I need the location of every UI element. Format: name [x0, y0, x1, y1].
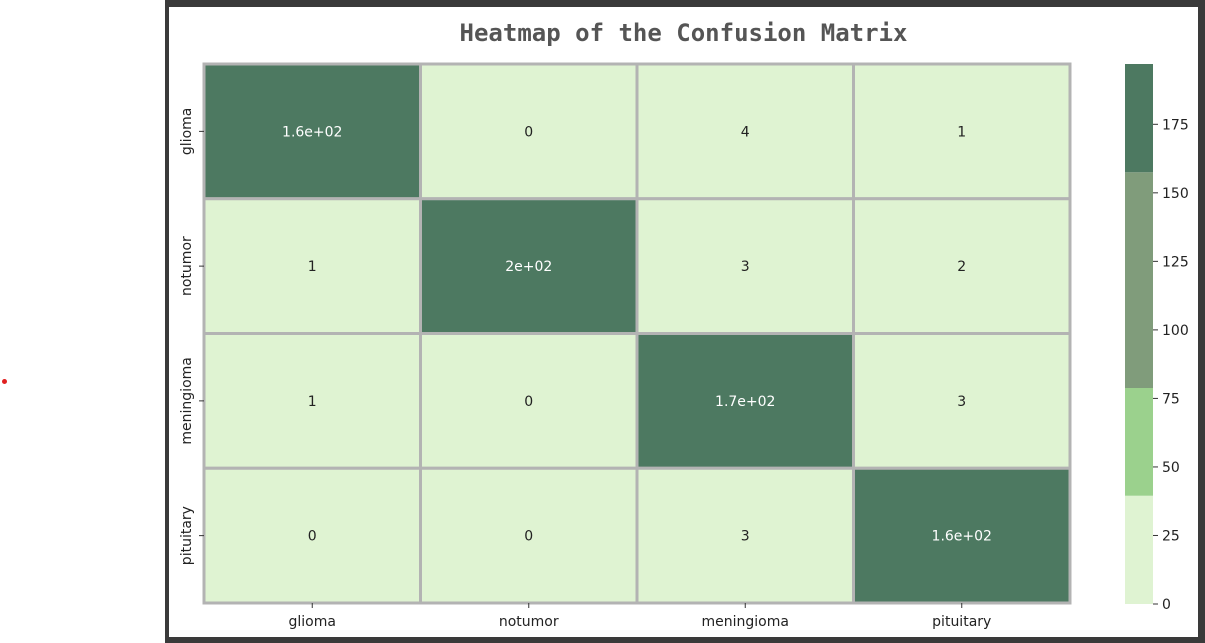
heatmap-chart: 1.6e+02 0 4 1 1 2e+02 3 2 1 0 1.7e+02 3 0 0 3 1.6e+02 gl…	[169, 7, 1198, 637]
x-tick-label: pituitary	[932, 614, 991, 630]
colorbar-tick-label: 175	[1162, 117, 1189, 133]
x-tick-label: glioma	[289, 614, 336, 630]
x-tick-label: notumor	[499, 614, 559, 630]
cell-annotation: 1.7e+02	[715, 394, 775, 410]
cell-annotation: 1	[308, 259, 317, 275]
heatmap-cells: 1.6e+02 0 4 1 1 2e+02 3 2 1 0 1.7e+02 3 0 0 3 1.6e+02	[204, 64, 1070, 603]
colorbar: 0 25 50 75 100 125 150 175	[1125, 64, 1189, 613]
colorbar-tick-label: 100	[1162, 323, 1189, 339]
cell-annotation: 3	[741, 259, 750, 275]
colorbar-tick-label: 0	[1162, 597, 1171, 613]
cell-annotation: 1.6e+02	[282, 124, 342, 140]
colorbar-tick-label: 125	[1162, 254, 1189, 270]
cell-annotation: 3	[957, 394, 966, 410]
colorbar-band	[1125, 388, 1153, 496]
cell-annotation: 2e+02	[505, 259, 552, 275]
cell-annotation: 1.6e+02	[932, 529, 992, 545]
cell-annotation: 0	[524, 394, 533, 410]
x-tick-label: meningioma	[702, 614, 789, 630]
cell-annotation: 1	[308, 394, 317, 410]
colorbar-tick-label: 75	[1162, 391, 1180, 407]
cell-annotation: 0	[524, 124, 533, 140]
y-tick-label: meningioma	[179, 357, 195, 444]
cell-annotation: 0	[524, 529, 533, 545]
cell-annotation: 3	[741, 529, 750, 545]
colorbar-band	[1125, 64, 1153, 172]
y-tick-label: notumor	[179, 236, 195, 296]
colorbar-band	[1125, 496, 1153, 604]
figure-canvas: Heatmap of the Confusion Matrix 1.6e+020…	[169, 7, 1198, 637]
colorbar-tick-label: 150	[1162, 186, 1189, 202]
cell-annotation: 0	[308, 529, 317, 545]
red-dot-marker	[2, 379, 7, 384]
y-tick-label: glioma	[179, 108, 195, 155]
colorbar-tick-label: 25	[1162, 528, 1180, 544]
colorbar-tick-label: 50	[1162, 460, 1180, 476]
cell-annotation: 2	[957, 259, 966, 275]
y-tick-label: pituitary	[179, 506, 195, 565]
cell-annotation: 4	[741, 124, 750, 140]
colorbar-band	[1125, 172, 1153, 388]
cell-annotation: 1	[957, 124, 966, 140]
